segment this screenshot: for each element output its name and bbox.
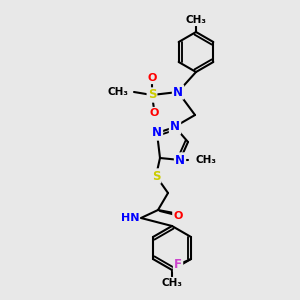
Text: O: O [147, 73, 157, 83]
Text: N: N [175, 154, 185, 166]
Text: CH₃: CH₃ [196, 155, 217, 165]
Text: S: S [148, 88, 156, 101]
Text: CH₃: CH₃ [185, 15, 206, 25]
Text: CH₃: CH₃ [161, 278, 182, 288]
Text: HN: HN [121, 213, 139, 223]
Text: N: N [170, 121, 180, 134]
Text: S: S [152, 169, 160, 182]
Text: F: F [174, 259, 182, 272]
Text: N: N [173, 85, 183, 98]
Text: N: N [152, 127, 162, 140]
Text: O: O [149, 108, 159, 118]
Text: CH₃: CH₃ [108, 87, 129, 97]
Text: O: O [173, 211, 183, 221]
